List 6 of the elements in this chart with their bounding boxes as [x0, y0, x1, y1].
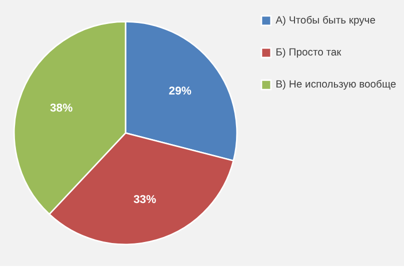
legend-label: А) Чтобы быть круче: [276, 16, 376, 27]
data-label: 29%: [168, 85, 192, 98]
data-label: 38%: [50, 102, 73, 114]
data-label: 33%: [133, 194, 156, 206]
legend-label: Б) Просто так: [276, 48, 342, 59]
legend-label: В) Не использую вообще: [276, 80, 396, 91]
